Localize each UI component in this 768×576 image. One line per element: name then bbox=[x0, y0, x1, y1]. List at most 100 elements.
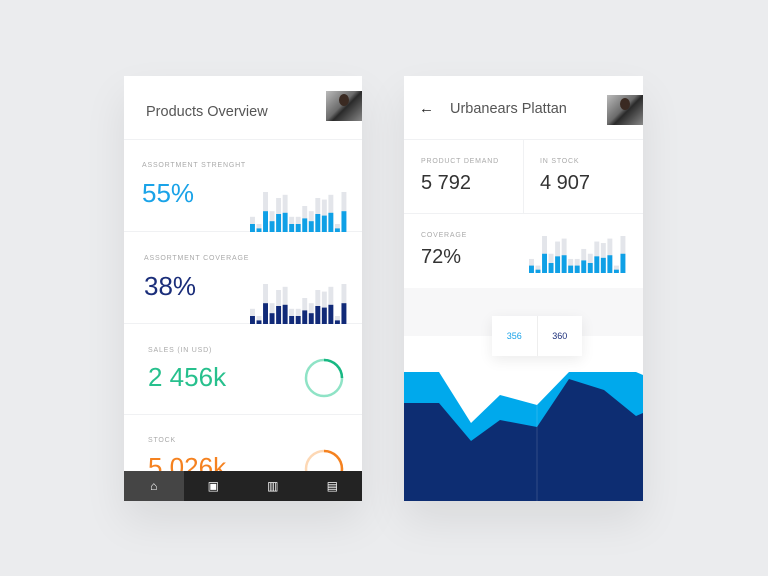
bar-fill bbox=[328, 212, 334, 232]
bar-fill bbox=[295, 316, 301, 324]
coverage-label: Coverage bbox=[421, 232, 468, 239]
bar-fill bbox=[315, 306, 321, 324]
bar-fill bbox=[581, 260, 587, 273]
chart-tooltip: 356 360 bbox=[492, 316, 582, 356]
bar-fill bbox=[341, 211, 347, 232]
chat-icon: ▤ bbox=[326, 479, 338, 493]
bar-fill bbox=[574, 265, 580, 273]
bar-fill bbox=[308, 221, 314, 232]
bar-fill bbox=[269, 313, 275, 324]
in-stock-value: 4 907 bbox=[540, 172, 591, 194]
bar-fill bbox=[334, 228, 340, 232]
metric-label: Assortment Coverage bbox=[144, 255, 250, 262]
bar-fill bbox=[542, 253, 547, 273]
bar-fill bbox=[529, 265, 534, 273]
bar-fill bbox=[535, 269, 541, 273]
header: ← Urbanears Plattan bbox=[404, 76, 643, 140]
bar-fill bbox=[613, 269, 619, 273]
bar-track bbox=[334, 316, 340, 324]
bar-fill bbox=[302, 218, 308, 232]
bar-fill bbox=[600, 257, 606, 273]
metric-value: 55% bbox=[142, 178, 195, 208]
bar-fill bbox=[548, 263, 554, 273]
bar-fill bbox=[315, 214, 321, 232]
bar-fill bbox=[321, 307, 327, 324]
area-chart[interactable] bbox=[404, 336, 643, 501]
product-demand-value: 5 792 bbox=[421, 172, 472, 194]
divider bbox=[523, 140, 524, 213]
ring-progress bbox=[304, 449, 344, 489]
metric-label: Sales (in USD) bbox=[148, 347, 213, 354]
bar-fill bbox=[295, 224, 301, 232]
bar-chart bbox=[250, 284, 347, 324]
page-title: Products Overview bbox=[146, 104, 268, 120]
bottom-nav: ⌂ ▣ ▥ ▤ bbox=[124, 471, 362, 501]
bar-fill bbox=[289, 224, 295, 232]
bar-fill bbox=[250, 316, 255, 324]
bar-fill bbox=[308, 313, 314, 324]
bar-fill bbox=[334, 320, 340, 324]
avatar[interactable] bbox=[607, 95, 643, 125]
products-overview-screen: Products Overview Assortment Strenght 55… bbox=[124, 76, 362, 501]
bar-fill bbox=[263, 303, 268, 324]
back-arrow-icon[interactable]: ← bbox=[419, 100, 434, 117]
sales-progress-ring bbox=[304, 358, 344, 398]
coverage-section: Coverage 72% bbox=[404, 214, 643, 288]
metric-label: Stock bbox=[148, 437, 176, 444]
metric-value: 2 456k bbox=[148, 362, 227, 392]
bar-fill bbox=[555, 256, 561, 273]
bar-fill bbox=[561, 255, 567, 273]
bar-track bbox=[256, 316, 262, 324]
assortment-coverage-section: Assortment Coverage 38% bbox=[124, 232, 362, 324]
avatar[interactable] bbox=[326, 91, 362, 121]
bar-fill bbox=[587, 263, 593, 273]
bar-track bbox=[334, 224, 340, 232]
bar-fill bbox=[289, 316, 295, 324]
bar-fill bbox=[276, 214, 282, 232]
bar-track bbox=[613, 265, 619, 273]
product-detail-screen: ← Urbanears Plattan Product Demand 5 792… bbox=[404, 76, 643, 501]
bar-fill bbox=[341, 303, 347, 324]
bar-fill bbox=[269, 221, 275, 232]
money-icon: ▣ bbox=[207, 479, 219, 493]
nav-home[interactable]: ⌂ bbox=[124, 471, 184, 501]
nav-messages[interactable]: ▤ bbox=[303, 471, 363, 501]
bar-fill bbox=[250, 224, 255, 232]
bar-fill bbox=[263, 211, 268, 232]
nav-charts[interactable]: ▥ bbox=[243, 471, 303, 501]
tooltip-value-right: 360 bbox=[552, 331, 568, 341]
bar-chart bbox=[529, 236, 626, 273]
bar-track bbox=[256, 224, 262, 232]
bar-fill bbox=[620, 253, 626, 273]
bar-fill bbox=[607, 255, 613, 273]
area-series-dark bbox=[404, 379, 643, 501]
stock-section: Stock 5 026k bbox=[124, 415, 362, 489]
bar-fill bbox=[302, 310, 308, 324]
coverage-value: 72% bbox=[421, 246, 462, 268]
page-title: Urbanears Plattan bbox=[450, 101, 567, 117]
bar-fill bbox=[276, 306, 282, 324]
product-demand-label: Product Demand bbox=[421, 158, 499, 165]
bar-fill bbox=[282, 212, 288, 232]
assortment-strength-section: Assortment Strenght 55% bbox=[124, 140, 362, 232]
ring-progress bbox=[304, 358, 344, 398]
header: Products Overview bbox=[124, 76, 362, 140]
bar-fill bbox=[282, 304, 288, 324]
sales-section: Sales (in USD) 2 456k bbox=[124, 324, 362, 415]
home-icon: ⌂ bbox=[150, 479, 158, 493]
stats-row: Product Demand 5 792 In Stock 4 907 bbox=[404, 140, 643, 214]
bar-fill bbox=[256, 228, 262, 232]
bar-track bbox=[535, 265, 541, 273]
bar-fill bbox=[568, 265, 574, 273]
tooltip-value-left: 356 bbox=[492, 316, 538, 356]
nav-money[interactable]: ▣ bbox=[184, 471, 244, 501]
metric-value: 38% bbox=[144, 271, 197, 301]
bar-chart-icon: ▥ bbox=[267, 479, 279, 493]
bar-fill bbox=[328, 304, 334, 324]
bar-fill bbox=[594, 256, 600, 273]
bar-fill bbox=[321, 215, 327, 232]
bar-chart bbox=[250, 192, 347, 232]
bar-fill bbox=[256, 320, 262, 324]
metric-label: Assortment Strenght bbox=[142, 162, 247, 169]
in-stock-label: In Stock bbox=[540, 158, 580, 165]
